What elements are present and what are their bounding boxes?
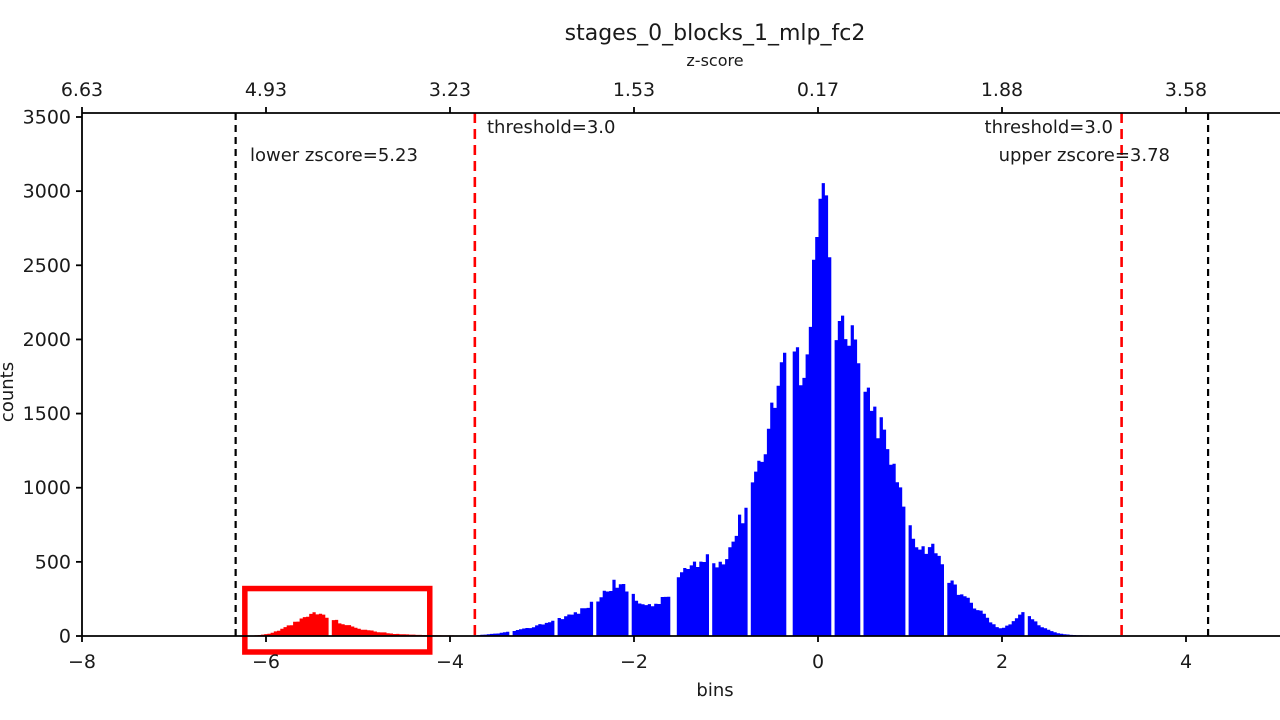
- threshold-left-annotation: threshold=3.0: [487, 117, 615, 138]
- outlier-highlight-box: [242, 585, 433, 655]
- z-tick-label: 3.58: [1165, 79, 1207, 101]
- threshold-right-annotation: threshold=3.0: [985, 117, 1113, 138]
- threshold-lines-layer: [234, 113, 1210, 655]
- lower-zscore-annotation: lower zscore=5.23: [250, 145, 418, 166]
- z-tick-label: 4.93: [245, 79, 287, 101]
- z-tick-label: 6.63: [61, 79, 103, 101]
- x-tick-label: −4: [436, 651, 464, 673]
- y-tick-label: 0: [59, 626, 71, 648]
- y-tick-label: 2500: [23, 255, 71, 277]
- x-tick-label: 2: [996, 651, 1008, 673]
- plot-border: [81, 112, 1280, 637]
- outlier-histogram: [251, 612, 474, 636]
- histogram-bars-layer: [251, 183, 1109, 636]
- y-axis-label: counts: [0, 362, 18, 422]
- chart-title: stages_0_blocks_1_mlp_fc2: [565, 21, 866, 46]
- x-tick-label: −6: [252, 651, 280, 673]
- x-tick-label: −8: [68, 651, 96, 673]
- y-tick-label: 1500: [23, 403, 71, 425]
- y-tick-label: 3500: [23, 106, 71, 128]
- y-tick-label: 1000: [23, 477, 71, 499]
- main-histogram: [473, 183, 1109, 636]
- y-tick-label: 2000: [23, 329, 71, 351]
- upper-zscore-annotation: upper zscore=3.78: [999, 145, 1170, 166]
- x-tick-label: 0: [812, 651, 824, 673]
- y-tick-label: 3000: [23, 181, 71, 203]
- z-tick-label: 1.88: [981, 79, 1023, 101]
- z-tick-label: 0.17: [797, 79, 839, 101]
- x-tick-label: −2: [620, 651, 648, 673]
- y-tick-label: 500: [35, 551, 71, 573]
- z-tick-label: 1.53: [613, 79, 655, 101]
- top-axis-label: z-score: [686, 51, 743, 70]
- axes-ticks-layer: −8 −6 −4 −2 0 2 4 6.63 4.93 3.23 1.53 0.17 1.88 3.58 0…: [23, 79, 1208, 673]
- z-tick-label: 3.23: [429, 79, 471, 101]
- x-axis-label: bins: [696, 680, 733, 701]
- x-tick-label: 4: [1180, 651, 1192, 673]
